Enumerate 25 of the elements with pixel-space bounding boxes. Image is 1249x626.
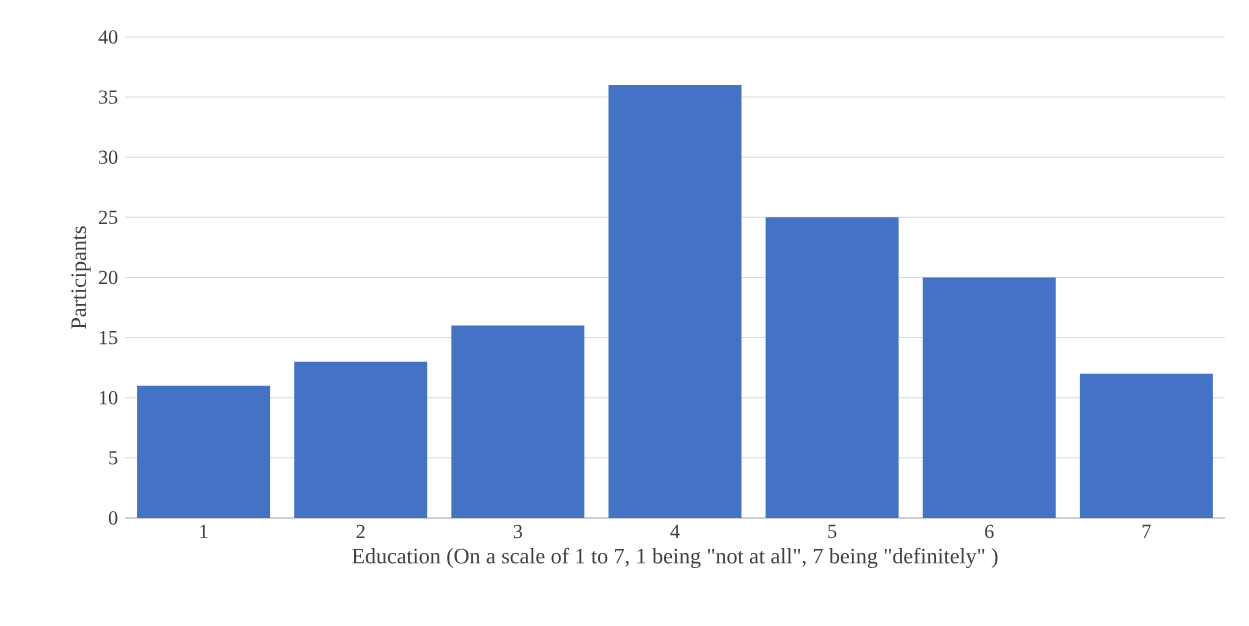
bar bbox=[1079, 373, 1213, 518]
bar bbox=[765, 217, 899, 518]
y-tick-label: 30 bbox=[99, 150, 118, 164]
x-tick-label: 2 bbox=[356, 524, 365, 539]
x-tick-label: 1 bbox=[200, 524, 208, 539]
x-tick-label: 5 bbox=[828, 524, 837, 539]
bar bbox=[294, 361, 428, 518]
bar bbox=[922, 277, 1056, 518]
y-tick-label: 25 bbox=[99, 210, 118, 225]
x-tick-label: 7 bbox=[1142, 524, 1151, 538]
y-tick-label: 40 bbox=[98, 30, 118, 44]
y-tick-label: 10 bbox=[99, 391, 118, 405]
x-tick-label: 3 bbox=[513, 524, 523, 539]
y-tick-label: 15 bbox=[99, 330, 118, 345]
y-tick-label: 35 bbox=[99, 90, 118, 104]
x-tick-label: 6 bbox=[985, 524, 994, 539]
bar bbox=[451, 325, 585, 518]
bar bbox=[608, 85, 742, 518]
y-tick-label: 0 bbox=[108, 511, 118, 525]
y-tick-label: 20 bbox=[99, 270, 118, 285]
y-tick-label: 5 bbox=[109, 451, 118, 465]
x-axis-title: Education (On a scale of 1 to 7, 1 being "not at all", 7 being "definitely" ) bbox=[352, 547, 998, 569]
bar bbox=[137, 385, 271, 518]
y-axis-title: Participants bbox=[71, 226, 91, 329]
x-tick-label: 4 bbox=[670, 524, 680, 539]
